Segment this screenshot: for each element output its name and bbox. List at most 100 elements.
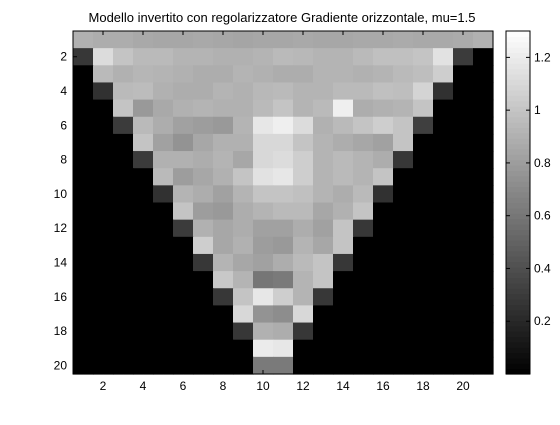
heatmap-cell (313, 31, 334, 49)
heatmap-cell (433, 236, 454, 255)
heatmap-cell (233, 185, 254, 204)
heatmap-cell (413, 219, 434, 238)
heatmap-cell (193, 288, 214, 306)
heatmap-cell (313, 219, 334, 238)
heatmap-cell (193, 133, 214, 152)
heatmap-cell (333, 253, 354, 272)
colorbar-segment (506, 154, 530, 161)
heatmap-cell (73, 219, 94, 238)
colorbar-segment (506, 272, 530, 279)
heatmap-cell (173, 99, 194, 118)
y-tick-label: 6 (60, 118, 67, 132)
heatmap-cell (193, 305, 214, 324)
heatmap-cell (293, 151, 314, 169)
heatmap-cell (73, 151, 94, 169)
heatmap-cell (233, 305, 254, 324)
heatmap-cell (193, 271, 214, 289)
heatmap-cell (173, 48, 194, 66)
heatmap-cell (213, 116, 234, 135)
heatmap-cell (173, 322, 194, 341)
heatmap-cell (193, 356, 214, 375)
heatmap-cell (113, 271, 134, 289)
heatmap-cell (193, 48, 214, 66)
heatmap-cell (233, 236, 254, 255)
heatmap-cell (133, 31, 154, 49)
heatmap-cell (393, 271, 414, 289)
heatmap-cell (93, 219, 114, 238)
heatmap-cell (333, 82, 354, 101)
heatmap-cell (293, 65, 314, 84)
heatmap-cell (353, 31, 374, 49)
heatmap-cell (433, 31, 454, 49)
heatmap-cell (213, 305, 234, 324)
heatmap-cell (273, 288, 294, 306)
heatmap-cell (473, 185, 494, 204)
heatmap-cell (213, 202, 234, 221)
heatmap-cell (113, 168, 134, 186)
heatmap-cell (153, 271, 174, 289)
heatmap-cell (353, 48, 374, 66)
heatmap-cell (293, 202, 314, 221)
heatmap-cell (73, 236, 94, 255)
heatmap-cell (153, 356, 174, 375)
heatmap-cell (273, 116, 294, 135)
heatmap-cell (233, 253, 254, 272)
heatmap-cell (113, 288, 134, 306)
colorbar-segment (506, 138, 530, 145)
heatmap-cell (453, 288, 474, 306)
heatmap-cell (353, 322, 374, 341)
heatmap-cell (453, 305, 474, 324)
heatmap-cell (413, 151, 434, 169)
heatmap-cell (133, 82, 154, 101)
heatmap-cell (133, 65, 154, 84)
heatmap-cell (233, 271, 254, 289)
heatmap-cell (333, 116, 354, 135)
heatmap-cell (393, 133, 414, 152)
heatmap-cell (133, 236, 154, 255)
heatmap-cell (73, 31, 94, 49)
heatmap-cell (393, 82, 414, 101)
heatmap-cell (293, 31, 314, 49)
heatmap-cell (473, 219, 494, 238)
heatmap-cell (353, 65, 374, 84)
colorbar-segment (506, 288, 530, 295)
heatmap-cell (193, 168, 214, 186)
colorbar-segment (506, 240, 530, 246)
colorbar-segment (506, 175, 530, 182)
colorbar-segment (506, 245, 530, 252)
colorbar-segment (506, 47, 530, 54)
heatmap-cell (353, 356, 374, 375)
heatmap-cell (213, 82, 234, 101)
colorbar-segment (506, 266, 530, 273)
heatmap-cell (73, 356, 94, 375)
colorbar-segment (506, 256, 530, 263)
colorbar-segment (506, 197, 530, 204)
heatmap-cell (253, 236, 274, 255)
heatmap-cell (213, 151, 234, 169)
heatmap-cell (313, 253, 334, 272)
heatmap-cell (113, 99, 134, 118)
heatmap-cell (133, 185, 154, 204)
heatmap-cell (193, 151, 214, 169)
heatmap-cell (413, 133, 434, 152)
heatmap-cell (133, 253, 154, 272)
heatmap-cell (473, 99, 494, 118)
heatmap-cell (293, 99, 314, 118)
heatmap-cell (113, 322, 134, 341)
heatmap-cell (393, 305, 414, 324)
heatmap-cell (193, 202, 214, 221)
colorbar-segment (506, 277, 530, 284)
heatmap-cell (393, 322, 414, 341)
heatmap-cell (273, 82, 294, 101)
heatmap-cell (433, 305, 454, 324)
heatmap-cell (333, 322, 354, 341)
heatmap-cell (193, 185, 214, 204)
heatmap-cell (173, 202, 194, 221)
heatmap-cell (273, 339, 294, 358)
heatmap-cell (113, 253, 134, 272)
heatmap-cell (413, 305, 434, 324)
heatmap-cell (353, 253, 374, 272)
colorbar-segment (506, 207, 530, 214)
